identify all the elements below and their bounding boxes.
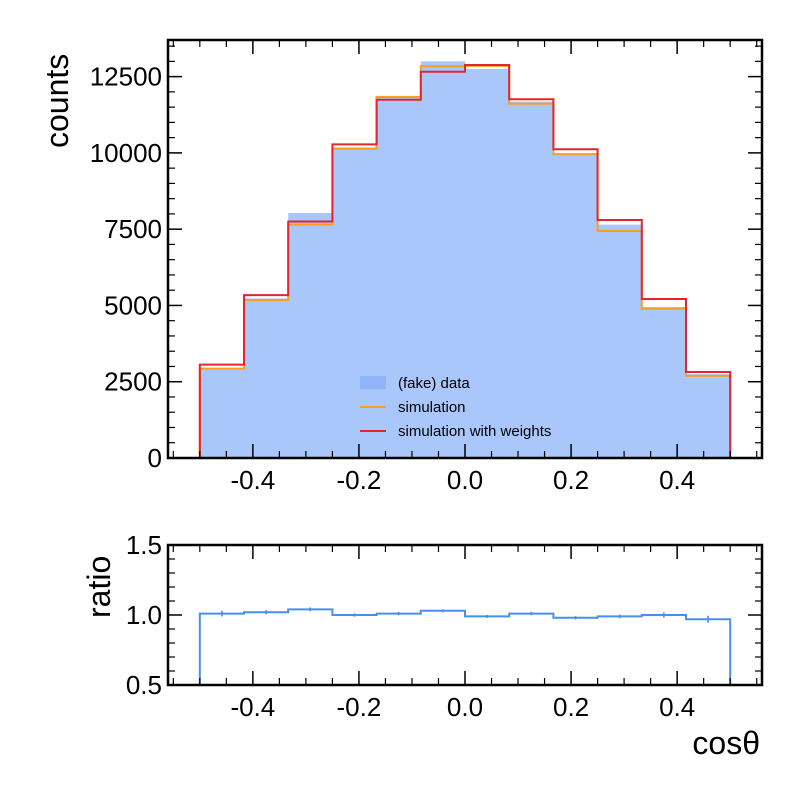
ratio-steps	[198, 608, 732, 685]
main-x-tick-label: 0.2	[553, 465, 589, 495]
legend-entry-label: simulation	[398, 399, 466, 416]
main-x-tick-label: 0.0	[447, 465, 483, 495]
ratio-x-tick-label: 0.2	[553, 692, 589, 722]
legend-swatch-data	[360, 376, 386, 389]
data-bar	[376, 95, 422, 459]
legend-entry-label: (fake) data	[398, 375, 470, 392]
ratio-y-tick-label: 1.5	[126, 530, 162, 560]
simulation-with-weights-line	[198, 64, 732, 458]
ratio-line	[198, 608, 732, 685]
ratio-panel: -0.4 -0.2 0.0 0.2 0.4 0.5 1.0 1.5 ratio cosθ	[81, 530, 764, 761]
data-bar	[641, 306, 687, 458]
ratio-x-tick-label: 0.4	[659, 692, 695, 722]
main-y-tick-label: 2500	[104, 367, 162, 397]
data-bar	[685, 374, 731, 458]
ratio-error-bars	[221, 607, 709, 623]
ratio-y-ticks: 0.5 1.0 1.5	[126, 530, 762, 700]
data-bar	[199, 367, 245, 458]
data-bar	[509, 101, 554, 459]
data-bar	[332, 147, 378, 458]
main-panel: -0.4 -0.2 0.0 0.2 0.4 0 2500 5000 7500 10000 1250…	[39, 38, 764, 495]
data-bar	[553, 154, 599, 458]
data-bar	[244, 298, 289, 458]
x-axis-label: cosθ	[692, 725, 760, 761]
main-y-tick-label: 10000	[90, 138, 162, 168]
data-bar	[597, 224, 643, 458]
main-x-tick-label: -0.2	[337, 465, 382, 495]
ratio-y-tick-label: 1.0	[126, 600, 162, 630]
main-y-tick-label: 0	[148, 443, 162, 473]
data-bar	[465, 68, 510, 458]
main-y-axis-label: counts	[39, 54, 75, 148]
ratio-x-tick-label: -0.4	[230, 692, 275, 722]
main-y-ticks: 0 2500 5000 7500 10000 12500	[90, 45, 762, 473]
main-x-ticks: -0.4 -0.2 0.0 0.2 0.4	[172, 40, 758, 495]
ratio-x-tick-label: 0.0	[447, 692, 483, 722]
main-y-tick-label: 12500	[90, 62, 162, 92]
legend: (fake) data simulation simulation with wei…	[360, 375, 551, 440]
simulation-steps	[198, 64, 732, 458]
data-bar	[420, 61, 466, 458]
main-y-tick-label: 5000	[104, 290, 162, 320]
ratio-x-ticks: -0.4 -0.2 0.0 0.2 0.4	[172, 545, 758, 722]
main-x-tick-label: 0.4	[659, 465, 695, 495]
ratio-y-axis-label: ratio	[81, 556, 117, 618]
legend-entry-label: simulation with weights	[398, 423, 551, 440]
main-x-tick-label: -0.4	[230, 465, 275, 495]
data-histogram	[199, 61, 731, 459]
main-y-tick-label: 7500	[104, 214, 162, 244]
data-bar	[288, 212, 334, 458]
ratio-y-tick-label: 0.5	[126, 670, 162, 700]
ratio-x-tick-label: -0.2	[337, 692, 382, 722]
